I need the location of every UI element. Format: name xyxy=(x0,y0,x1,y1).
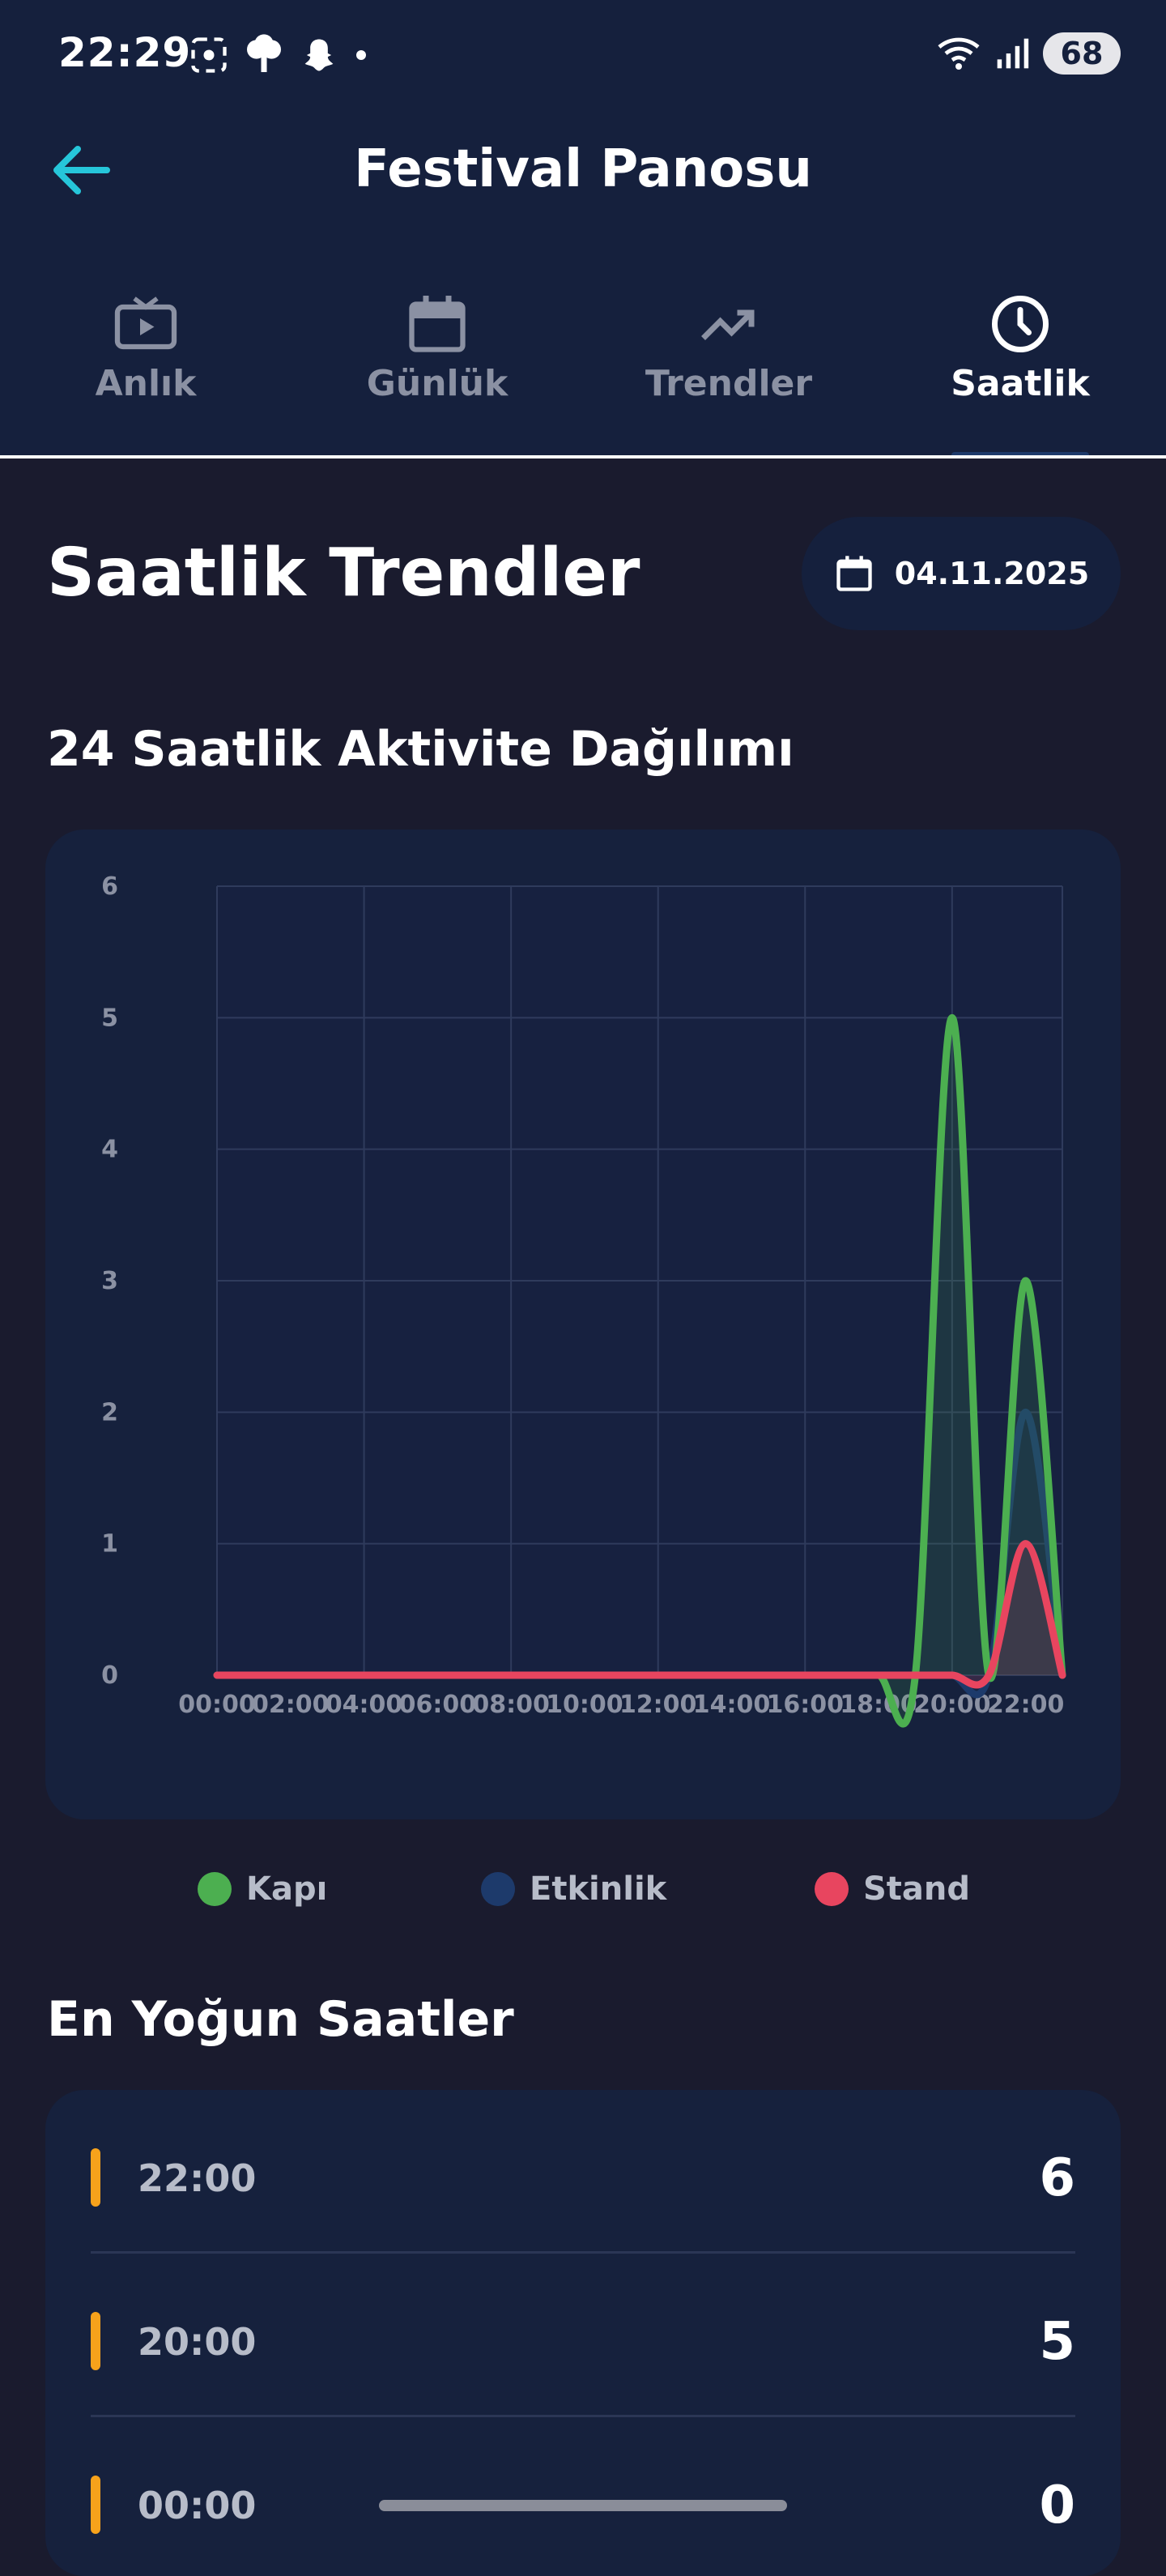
x-tick-label: 10:00 xyxy=(546,1691,623,1719)
calendar-icon xyxy=(409,296,466,352)
y-tick-label: 4 xyxy=(101,1136,118,1164)
app-bar: Festival Panosu xyxy=(0,122,1166,219)
tab-label: Günlük xyxy=(366,363,509,404)
series-line-stand xyxy=(213,1540,1066,1689)
hour-count: 5 xyxy=(1039,2312,1075,2372)
legend-dot xyxy=(198,1872,232,1906)
y-tick-label: 6 xyxy=(101,872,118,901)
calendar-icon xyxy=(836,556,872,591)
header-background xyxy=(0,0,1166,458)
list-item: 22:00 6 xyxy=(91,2090,1075,2254)
live-tv-icon xyxy=(114,296,177,350)
series-area-kapı xyxy=(217,1017,1062,1725)
hour-label: 20:00 xyxy=(138,2320,257,2364)
snapchat-icon xyxy=(304,39,334,71)
hour-marker xyxy=(91,2476,100,2534)
tab-label: Saatlik xyxy=(951,363,1090,404)
legend-dot xyxy=(815,1872,849,1906)
row-divider xyxy=(91,2251,1075,2254)
legend-item-kapi: Kapı xyxy=(198,1863,327,1915)
x-tick-label: 14:00 xyxy=(693,1691,771,1719)
chart-card: 0 1 2 3 4 5 6 00:00 02:00 04:00 06:00 08:00 10:00 12:… xyxy=(45,830,1121,1819)
x-tick-label: 04:00 xyxy=(326,1691,403,1719)
legend-label: Kapı xyxy=(246,1870,328,1908)
selected-date: 04.11.2025 xyxy=(894,556,1090,591)
system-icons: 68 xyxy=(936,29,1121,78)
legend-dot xyxy=(481,1872,515,1906)
busiest-hours-title: En Yoğun Saatler xyxy=(47,1991,514,2048)
tab-label: Trendler xyxy=(645,363,813,404)
app-title: Festival Panosu xyxy=(354,139,812,199)
clock-icon xyxy=(992,296,1049,352)
more-notifications-dot-icon xyxy=(356,50,366,60)
x-tick-label: 08:00 xyxy=(472,1691,550,1719)
x-tick-label: 18:00 xyxy=(840,1691,917,1719)
notification-icons xyxy=(188,31,371,79)
x-tick-label: 02:00 xyxy=(252,1691,330,1719)
x-tick-label: 22:00 xyxy=(987,1691,1065,1719)
signal-icon xyxy=(997,38,1029,69)
hour-marker xyxy=(91,2312,100,2370)
tab-anlik[interactable]: Anlık xyxy=(0,275,292,458)
tab-gunluk[interactable]: Günlük xyxy=(292,275,583,458)
date-picker-button[interactable]: 04.11.2025 xyxy=(802,517,1121,630)
list-item: 00:00 0 xyxy=(91,2417,1075,2576)
tree-icon xyxy=(247,34,281,72)
status-time: 22:29 xyxy=(58,29,192,76)
battery-indicator: 68 xyxy=(1043,32,1121,75)
legend-item-stand: Stand xyxy=(815,1863,970,1915)
legend-item-etkinlik: Etkinlik xyxy=(481,1863,666,1915)
hour-label: 22:00 xyxy=(138,2156,257,2200)
row-divider xyxy=(91,2415,1075,2417)
page-title: Saatlik Trendler xyxy=(47,535,640,612)
hour-marker xyxy=(91,2148,100,2207)
trending-up-icon xyxy=(701,309,755,340)
y-tick-label: 1 xyxy=(101,1530,118,1559)
activity-chart: 0 1 2 3 4 5 6 00:0002:0004:0006:0008:0010:0012:… xyxy=(101,872,1066,1728)
x-tick-label: 06:00 xyxy=(399,1691,477,1719)
screenshot-icon xyxy=(191,37,227,73)
tab-saatlik[interactable]: Saatlik xyxy=(874,275,1166,458)
list-item: 20:00 5 xyxy=(91,2254,1075,2417)
home-gesture-bar[interactable] xyxy=(379,2500,787,2511)
chart-legend: Kapı Etkinlik Stand xyxy=(0,1863,1166,1915)
y-tick-label: 3 xyxy=(101,1267,118,1295)
back-arrow-icon[interactable] xyxy=(49,141,113,199)
tab-label: Anlık xyxy=(95,363,197,404)
x-tick-label: 12:00 xyxy=(619,1691,697,1719)
legend-label: Etkinlik xyxy=(530,1870,667,1908)
hour-count: 6 xyxy=(1039,2148,1075,2208)
wifi-icon xyxy=(938,37,980,70)
y-tick-label: 5 xyxy=(101,1004,118,1032)
hour-count: 0 xyxy=(1039,2476,1075,2535)
legend-label: Stand xyxy=(863,1870,971,1908)
tab-bar: Anlık Günlük Trendler Saatlik xyxy=(0,275,1166,458)
x-tick-label: 00:00 xyxy=(178,1691,256,1719)
y-tick-label: 2 xyxy=(101,1398,118,1427)
chart-section-title: 24 Saatlik Aktivite Dağılımı xyxy=(47,721,794,778)
header-divider xyxy=(0,455,1166,458)
busiest-hours-card: 22:00 6 20:00 5 00:00 0 xyxy=(45,2090,1121,2576)
status-bar: 22:29 68 xyxy=(0,0,1166,109)
tab-trendler[interactable]: Trendler xyxy=(583,275,874,458)
hour-label: 00:00 xyxy=(138,2484,257,2527)
x-tick-label: 16:00 xyxy=(767,1691,845,1719)
y-tick-label: 0 xyxy=(101,1661,118,1690)
